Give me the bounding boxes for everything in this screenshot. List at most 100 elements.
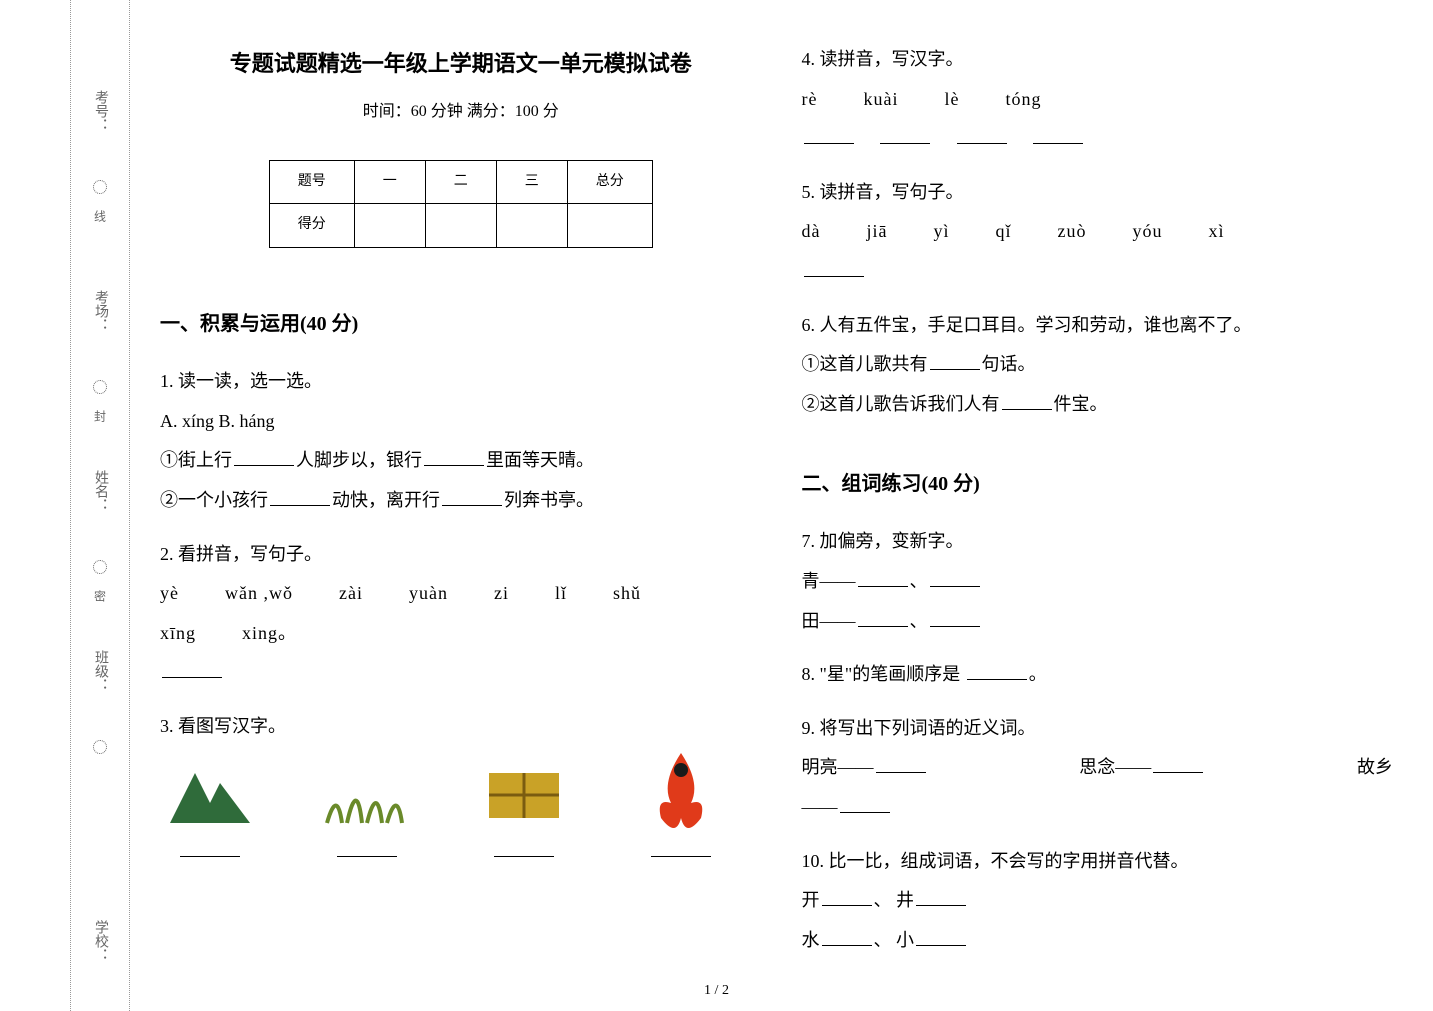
- q7-line2: 田——、: [802, 602, 1404, 642]
- q2-pinyin: yèwǎn ,wǒzàiyuànzilǐshǔxīngxing。: [160, 574, 762, 653]
- blank[interactable]: [424, 448, 484, 466]
- blank[interactable]: [930, 609, 980, 627]
- binding-label-name: 姓名：: [90, 470, 110, 512]
- exam-title: 专题试题精选一年级上学期语文一单元模拟试卷: [160, 40, 762, 88]
- page-number: 1 / 2: [704, 983, 729, 999]
- binding-label-kaohao: 考号：: [90, 90, 110, 132]
- blank[interactable]: [916, 928, 966, 946]
- left-column: 专题试题精选一年级上学期语文一单元模拟试卷 时间：60 分钟 满分：100 分 …: [160, 40, 762, 971]
- blank[interactable]: [916, 888, 966, 906]
- q10-a: 开: [802, 890, 820, 910]
- q1-l2a: ②一个小孩行: [160, 490, 268, 510]
- blank[interactable]: [442, 488, 502, 506]
- blank[interactable]: [822, 928, 872, 946]
- q1-l1b: 人脚步以，银行: [296, 450, 422, 470]
- blank[interactable]: [162, 660, 222, 678]
- blank[interactable]: [234, 448, 294, 466]
- flame-icon: [631, 753, 731, 833]
- blank[interactable]: [840, 795, 890, 813]
- q7-a: 青——: [802, 571, 856, 591]
- q1-line2: ②一个小孩行动快，离开行列奔书亭。: [160, 481, 762, 521]
- cut-circle: [93, 560, 107, 574]
- q7-stem: 7. 加偏旁，变新字。: [802, 522, 1404, 562]
- blank[interactable]: [957, 126, 1007, 144]
- q4-blanks: [802, 119, 1404, 159]
- q9-d: ——: [802, 797, 838, 817]
- blank[interactable]: [858, 569, 908, 587]
- q6-line2: ②这首儿歌告诉我们人有件宝。: [802, 385, 1404, 425]
- question-1: 1. 读一读，选一选。 A. xíng B. háng ①街上行人脚步以，银行里…: [160, 362, 762, 520]
- question-3: 3. 看图写汉字。: [160, 707, 762, 863]
- binding-label-school: 学校：: [90, 920, 110, 962]
- pinyin: jiā: [867, 212, 888, 252]
- q10-line2: 水、 小: [802, 921, 1404, 961]
- pinyin: qǐ: [996, 212, 1012, 252]
- question-2: 2. 看拼音，写句子。 yèwǎn ,wǒzàiyuànzilǐshǔxīngx…: [160, 535, 762, 693]
- blank[interactable]: [804, 259, 864, 277]
- blank[interactable]: [804, 126, 854, 144]
- question-5: 5. 读拼音，写句子。 dàjiāyìqǐzuòyóuxì: [802, 173, 1404, 292]
- seal-char-1: 线: [92, 210, 109, 222]
- seal-char-3: 密: [92, 590, 109, 602]
- blank[interactable]: [651, 839, 711, 857]
- q9-line: 明亮—— 思念—— 故乡: [802, 748, 1404, 788]
- q6-stem: 6. 人有五件宝，手足口耳目。学习和劳动，谁也离不了。: [802, 306, 1404, 346]
- q3-stem: 3. 看图写汉字。: [160, 707, 762, 747]
- pinyin: dà: [802, 212, 821, 252]
- blank[interactable]: [822, 888, 872, 906]
- mountain-icon: [160, 753, 260, 833]
- blank[interactable]: [858, 609, 908, 627]
- pinyin: yì: [934, 212, 950, 252]
- question-7: 7. 加偏旁，变新字。 青——、 田——、: [802, 522, 1404, 641]
- q10-line1: 开、 井: [802, 881, 1404, 921]
- pinyin: rè: [802, 80, 818, 120]
- seal-char-2: 封: [92, 410, 109, 422]
- blank[interactable]: [880, 126, 930, 144]
- blank[interactable]: [930, 569, 980, 587]
- q5-pinyin: dàjiāyìqǐzuòyóuxì: [802, 212, 1404, 252]
- q6-l1b: 句话。: [982, 354, 1036, 374]
- pinyin: wǎn ,wǒ: [225, 574, 293, 614]
- q1-stem: 1. 读一读，选一选。: [160, 362, 762, 402]
- question-8: 8. "星"的笔画顺序是 。: [802, 655, 1404, 695]
- blank[interactable]: [876, 755, 926, 773]
- cut-circle: [93, 180, 107, 194]
- blank[interactable]: [337, 839, 397, 857]
- q6-l1a: ①这首儿歌共有: [802, 354, 928, 374]
- img-cell: [317, 753, 417, 857]
- q7-line1: 青——、: [802, 562, 1404, 602]
- q5-stem: 5. 读拼音，写句子。: [802, 173, 1404, 213]
- q1-l2c: 列奔书亭。: [504, 490, 594, 510]
- blank[interactable]: [930, 352, 980, 370]
- field-icon: [474, 753, 574, 833]
- q4-stem: 4. 读拼音，写汉字。: [802, 40, 1404, 80]
- td-blank: [354, 204, 425, 248]
- td-score-label: 得分: [269, 204, 354, 248]
- q2-stem: 2. 看拼音，写句子。: [160, 535, 762, 575]
- blank[interactable]: [1002, 392, 1052, 410]
- th-label: 题号: [269, 160, 354, 204]
- q9-line2: ——: [802, 788, 1404, 828]
- blank[interactable]: [1033, 126, 1083, 144]
- th-col1: 一: [354, 160, 425, 204]
- pinyin: lè: [944, 80, 959, 120]
- img-cell: [474, 753, 574, 857]
- q4-pinyin: rèkuàilètóng: [802, 80, 1404, 120]
- pinyin: zi: [494, 574, 509, 614]
- blank[interactable]: [180, 839, 240, 857]
- cut-circle: [93, 380, 107, 394]
- binding-label-kaochang: 考场：: [90, 290, 110, 332]
- blank[interactable]: [494, 839, 554, 857]
- q9-a: 明亮——: [802, 757, 874, 777]
- pinyin: xì: [1209, 212, 1225, 252]
- td-blank: [425, 204, 496, 248]
- blank[interactable]: [270, 488, 330, 506]
- question-9: 9. 将写出下列词语的近义词。 明亮—— 思念—— 故乡 ——: [802, 709, 1404, 828]
- q1-opts: A. xíng B. háng: [160, 402, 762, 442]
- blank[interactable]: [967, 662, 1027, 680]
- q8-a: 8. "星"的笔画顺序是: [802, 664, 965, 684]
- question-4: 4. 读拼音，写汉字。 rèkuàilètóng: [802, 40, 1404, 159]
- blank[interactable]: [1153, 755, 1203, 773]
- q8-b: 。: [1029, 664, 1047, 684]
- score-table: 题号 一 二 三 总分 得分: [269, 160, 653, 249]
